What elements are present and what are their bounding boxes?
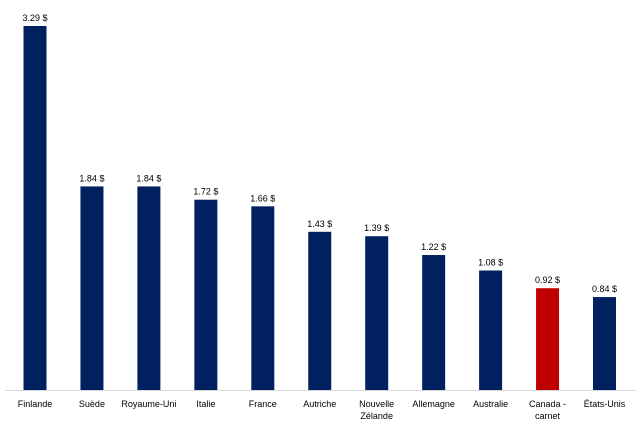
data-label-7: 1.22 $	[421, 242, 446, 252]
bars-group	[23, 26, 616, 390]
x-tick-label-7: Allemagne	[412, 399, 455, 409]
x-tick-label-9: Canada -carnet	[529, 399, 566, 421]
bar-0	[23, 26, 47, 390]
bar-1	[80, 186, 104, 390]
x-tick-label-5: Autriche	[303, 399, 336, 409]
x-tick-label-10: États-Unis	[584, 399, 626, 409]
data-label-2: 1.84 $	[136, 173, 161, 183]
x-tick-label-0: Finlande	[18, 399, 53, 409]
bar-2	[137, 186, 161, 390]
x-tick-label-8: Australie	[473, 399, 508, 409]
data-label-8: 1.08 $	[478, 258, 503, 268]
data-label-9: 0.92 $	[535, 275, 560, 285]
bar-4	[251, 206, 275, 390]
bar-8	[479, 270, 503, 390]
bar-9	[536, 288, 560, 390]
bar-5	[308, 231, 332, 390]
x-tick-label-6: Nouvelle Zélande	[359, 399, 394, 421]
bar-10	[593, 297, 616, 390]
x-tick-label-3: Italie	[196, 399, 215, 409]
data-label-6: 1.39 $	[364, 223, 389, 233]
data-labels-group: 3.29 $ 1.84 $ 1.84 $ 1.72 $ 1.66 $ 1.43 $ 1.39…	[22, 13, 617, 294]
data-label-10: 0.84 $	[592, 284, 617, 294]
data-label-0: 3.29 $	[22, 13, 47, 23]
bar-3	[194, 199, 218, 390]
x-tick-labels-group: Finlande Suède Royaume-Uni Italie France Autr…	[18, 399, 626, 421]
bar-6	[365, 236, 389, 390]
x-tick-label-1: Suède	[79, 399, 105, 409]
x-tick-label-4: France	[249, 399, 277, 409]
data-label-4: 1.66 $	[250, 193, 275, 203]
x-tick-label-2: Royaume-Uni	[121, 399, 176, 409]
data-label-3: 1.72 $	[193, 187, 218, 197]
data-label-5: 1.43 $	[307, 219, 332, 229]
bar-7	[422, 255, 446, 390]
data-label-1: 1.84 $	[79, 173, 104, 183]
